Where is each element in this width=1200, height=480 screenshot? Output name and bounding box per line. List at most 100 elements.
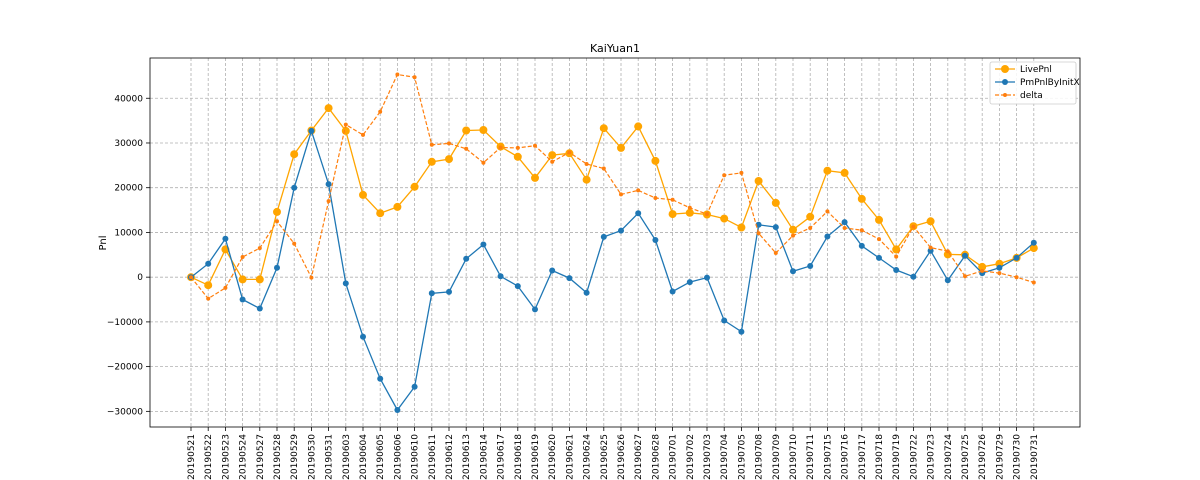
data-point — [617, 143, 625, 152]
y-tick-label: 0 — [137, 273, 143, 283]
y-tick-label: 30000 — [114, 139, 143, 149]
data-point — [240, 255, 245, 259]
data-point — [928, 245, 933, 250]
data-point — [255, 275, 264, 284]
data-point — [876, 254, 882, 261]
data-point — [806, 212, 815, 221]
data-point — [428, 290, 435, 297]
data-point — [361, 132, 365, 137]
data-point — [515, 145, 520, 150]
data-point — [394, 407, 401, 413]
data-point — [550, 159, 555, 164]
data-point — [548, 151, 557, 160]
y-tick-label: −10000 — [107, 318, 143, 328]
data-point — [481, 160, 486, 165]
data-point — [894, 254, 899, 259]
data-point — [464, 146, 469, 151]
x-tick-label: 20190612 — [445, 434, 455, 480]
x-tick-label: 20190620 — [548, 434, 558, 480]
x-tick-label: 20190710 — [789, 434, 799, 480]
plot-frame — [149, 57, 1081, 428]
x-tick-label: 20190703 — [703, 434, 713, 480]
x-tick-label: 20190531 — [325, 434, 335, 480]
x-tick-label: 20190628 — [651, 434, 661, 480]
data-point — [1030, 239, 1037, 246]
data-point — [944, 277, 951, 284]
data-point — [634, 122, 643, 131]
x-tick-label: 20190529 — [290, 434, 300, 480]
data-point — [257, 246, 262, 251]
data-point — [807, 263, 814, 269]
data-point — [773, 251, 778, 255]
data-point — [978, 262, 987, 271]
data-point — [687, 205, 692, 210]
data-point — [858, 242, 865, 249]
data-point — [445, 155, 453, 164]
data-point — [325, 181, 332, 188]
data-point — [756, 231, 761, 236]
data-point — [393, 202, 402, 211]
data-point — [738, 328, 745, 335]
x-tick-label: 20190611 — [428, 434, 438, 480]
y-tick-label: −20000 — [107, 363, 143, 373]
data-point — [618, 227, 624, 234]
x-tick-label: 20190604 — [359, 434, 369, 480]
x-tick-label: 20190717 — [858, 434, 868, 480]
x-tick-label: 20190725 — [961, 434, 971, 480]
data-point — [619, 192, 623, 197]
x-tick-label: 20190530 — [307, 434, 317, 480]
data-point — [754, 177, 763, 185]
data-point — [395, 72, 400, 77]
legend-box — [989, 61, 1077, 105]
x-tick-label: 20190606 — [393, 434, 403, 480]
axes: 20190521 20190522 20190523 20190524 20190527… — [107, 94, 1040, 480]
data-point — [205, 260, 212, 267]
data-point — [429, 142, 434, 147]
data-point — [635, 210, 642, 217]
legend-entry-label: LivePnl — [1020, 65, 1052, 75]
data-point — [566, 275, 573, 282]
legend-entry-label: PmPnlByInitX — [1020, 78, 1080, 88]
x-tick-label: 20190523 — [221, 434, 231, 480]
data-point — [532, 306, 538, 313]
x-tick-label: 20190521 — [187, 434, 197, 480]
data-point — [462, 126, 471, 135]
series-line — [190, 107, 1035, 287]
data-point — [601, 166, 606, 171]
x-tick-label: 20190730 — [1013, 434, 1023, 480]
data-point — [412, 75, 417, 80]
series-line — [190, 73, 1034, 300]
data-point — [376, 209, 385, 218]
data-point — [790, 268, 796, 275]
data-point — [533, 143, 537, 148]
x-tick-label: 20190603 — [342, 434, 352, 480]
data-point — [531, 173, 539, 182]
data-point — [893, 267, 900, 273]
data-point — [791, 233, 795, 238]
data-point — [206, 296, 211, 301]
data-point — [549, 267, 556, 274]
data-point — [945, 249, 950, 254]
data-point — [877, 237, 881, 242]
x-tick-label: 20190605 — [376, 434, 386, 480]
data-point — [789, 225, 797, 234]
data-point — [238, 275, 247, 284]
data-point — [583, 289, 590, 296]
data-point — [911, 224, 916, 229]
y-tick-label: −30000 — [107, 407, 143, 417]
data-point — [342, 280, 349, 287]
data-point — [737, 223, 746, 232]
data-point — [943, 250, 952, 259]
data-point — [670, 197, 675, 202]
y-axis-label: Pnl — [98, 236, 109, 251]
data-point — [857, 194, 866, 203]
x-tick-label: 20190627 — [634, 434, 644, 480]
data-point — [239, 296, 246, 303]
x-tick-label: 20190711 — [806, 434, 816, 480]
x-tick-label: 20190723 — [927, 434, 937, 480]
data-point — [996, 264, 1003, 271]
data-point — [292, 241, 297, 246]
data-point — [377, 375, 384, 382]
x-tick-label: 20190716 — [841, 434, 851, 480]
